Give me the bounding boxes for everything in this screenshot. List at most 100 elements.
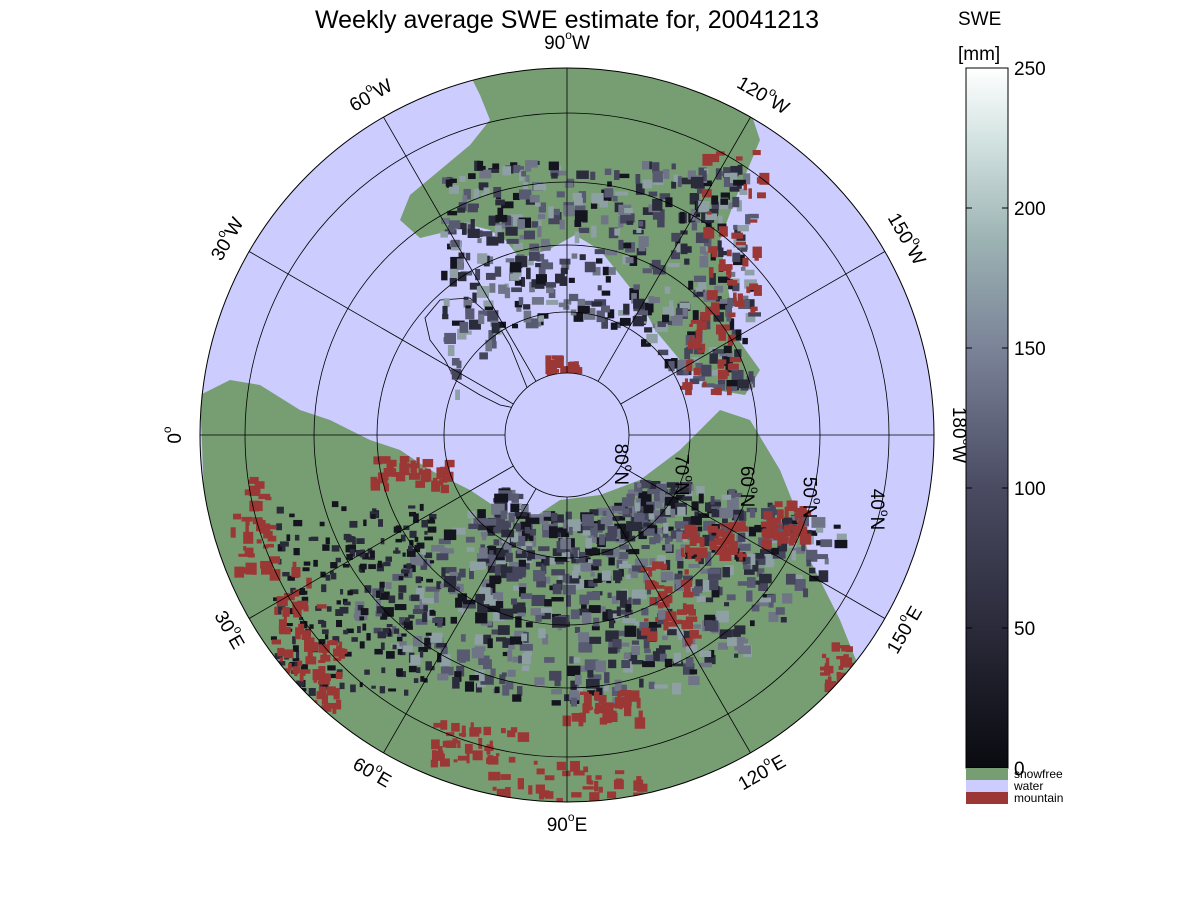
mountain-cell (797, 520, 805, 531)
snow-cell (347, 590, 353, 596)
snow-cell (496, 321, 506, 328)
mountain-cell (700, 311, 711, 321)
snow-cell (612, 613, 621, 621)
meridian-line (597, 116, 751, 382)
snow-cell (714, 285, 723, 293)
snow-cell (501, 534, 510, 543)
snow-cell (734, 653, 739, 658)
snow-cell (310, 536, 319, 541)
snow-cell (574, 674, 582, 685)
snow-cell (759, 549, 773, 555)
hemisphere-letter: N (798, 505, 819, 519)
snow-cell (469, 568, 474, 580)
snow-cell (277, 606, 286, 610)
snow-cell (529, 243, 540, 251)
snow-cell (477, 160, 484, 171)
snow-cell (689, 378, 700, 385)
snow-cell (293, 547, 300, 556)
snow-cell (295, 650, 300, 659)
mountain-cell (324, 702, 329, 712)
mountain-cell (586, 775, 592, 785)
snow-cell (785, 573, 796, 585)
mountain-cell (610, 709, 614, 720)
snow-cell (397, 648, 403, 655)
mountain-cell (839, 676, 844, 682)
snow-cell (608, 227, 619, 239)
snow-cell (673, 652, 682, 664)
degree-sign: o (748, 487, 762, 494)
snow-cell (513, 523, 521, 530)
snow-cell (714, 356, 726, 363)
mountain-cell (271, 639, 282, 645)
snow-cell (416, 587, 425, 600)
snow-cell (509, 262, 522, 273)
mountain-cell (629, 690, 640, 702)
mountain-cell (735, 156, 743, 161)
snow-cell (330, 572, 337, 580)
colorbar-label-swe: SWE (958, 9, 1001, 30)
snow-cell (621, 497, 635, 507)
snow-cell (673, 661, 684, 667)
snow-cell (745, 214, 751, 225)
snow-cell (652, 198, 663, 211)
mountain-cell (708, 246, 713, 253)
snow-cell (754, 524, 768, 533)
snow-cell (744, 569, 755, 575)
mountain-cell (687, 549, 692, 560)
snow-cell (801, 540, 806, 552)
snow-cell (711, 585, 720, 598)
mountain-cell (661, 601, 670, 608)
snow-cell (680, 544, 685, 550)
snow-cell (294, 687, 299, 694)
snow-cell (702, 180, 712, 187)
snow-cell (616, 590, 627, 601)
snow-cell (735, 329, 742, 341)
snow-cell (696, 486, 705, 496)
snow-cell (415, 576, 422, 584)
mountain-cell (436, 467, 441, 480)
snow-cell (506, 572, 519, 582)
mountain-cell (657, 602, 664, 609)
snow-cell (364, 585, 372, 593)
snow-cell (585, 679, 600, 689)
mountain-cell (663, 594, 673, 604)
snow-cell (274, 609, 282, 615)
snow-cell (377, 560, 382, 567)
snow-cell (548, 206, 554, 219)
mountain-cell (545, 363, 558, 375)
mountain-cell (333, 657, 342, 661)
snow-cell (613, 516, 620, 522)
snow-cell (542, 259, 549, 265)
snow-cell (664, 658, 673, 668)
snow-cell (487, 605, 501, 613)
degree-sign: o (622, 465, 636, 472)
snow-cell (397, 633, 403, 641)
mountain-cell (288, 663, 292, 670)
snow-cell (282, 571, 290, 577)
map-border (199, 67, 935, 803)
snow-cell (362, 623, 367, 631)
snow-cell (669, 300, 674, 309)
mountain-cell (767, 517, 778, 530)
mountain-cell (399, 456, 410, 463)
colorbar-tick-label: 250 (1014, 59, 1046, 80)
mountain-cell (839, 684, 850, 696)
snow-cell (502, 501, 508, 512)
snow-cell (533, 554, 546, 560)
snow-cell (508, 512, 515, 523)
snow-cell (628, 652, 638, 662)
snow-cell (551, 512, 558, 522)
snow-cell (321, 620, 327, 628)
snow-cell (599, 200, 609, 208)
snow-cell (605, 276, 611, 283)
snow-cell (685, 644, 698, 653)
mountain-cell (696, 321, 707, 330)
snow-cell (563, 205, 575, 217)
mountain-cell (332, 648, 341, 657)
snow-cell (542, 634, 549, 645)
snow-cell (694, 511, 700, 519)
snow-cell (497, 625, 510, 635)
mountain-cell (521, 799, 525, 802)
latitude-label: 40oN (866, 489, 892, 531)
snow-cell (502, 651, 508, 657)
